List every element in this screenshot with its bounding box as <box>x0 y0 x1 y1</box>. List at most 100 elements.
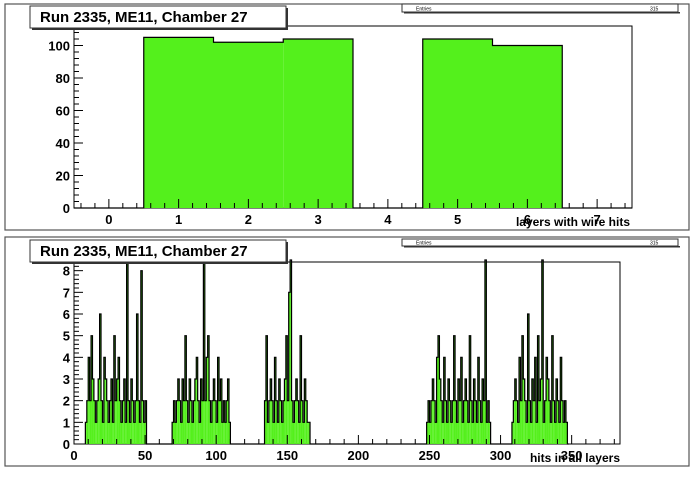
bar-2-272 <box>472 422 474 444</box>
bar-2-26 <box>122 400 124 444</box>
bar-2-333 <box>558 422 561 444</box>
bar-2-0 <box>85 422 87 444</box>
bar-2-101 <box>228 422 231 444</box>
bar-2-128 <box>267 422 269 444</box>
bar-2-22 <box>116 379 119 444</box>
panel-1-title-box: Run 2335, ME11, Chamber 27 <box>29 5 288 30</box>
y-tick-label-2-8: 8 <box>63 264 70 279</box>
bar-2-149 <box>297 400 299 444</box>
bar-2-66 <box>179 400 181 444</box>
panel-2: 0 1 2 3 4 5 6 7 8 0 50 100 150 200 250 300 350 <box>63 259 621 463</box>
bar-2-82 <box>201 400 204 444</box>
bar-2-321 <box>541 262 544 444</box>
bar-2-20 <box>113 335 116 444</box>
bar-2-18 <box>110 379 113 444</box>
bar-2-4 <box>91 335 93 444</box>
bar-2-312 <box>529 400 531 444</box>
bar-2-277 <box>479 400 481 444</box>
bar-2-28 <box>125 422 127 444</box>
bar-2-337 <box>564 400 566 444</box>
bar-2-27 <box>123 379 126 444</box>
bar-2-13 <box>103 357 106 444</box>
x-tick-label-2-5: 250 <box>419 448 441 463</box>
bar-2-328 <box>551 335 554 444</box>
bar-2-88 <box>210 422 212 444</box>
bar-2-244 <box>432 379 434 444</box>
bar-2-154 <box>304 379 306 444</box>
bar-2-83 <box>203 262 205 444</box>
bar-2-19 <box>112 422 114 444</box>
bar-2-80 <box>199 422 201 444</box>
bar-2-241 <box>428 400 430 444</box>
bar-2-315 <box>533 400 535 444</box>
bar-2-7 <box>95 422 97 444</box>
bar-2-71 <box>186 400 188 444</box>
bar-2-127 <box>265 335 268 444</box>
y-tick-label-1-4: 80 <box>56 71 70 86</box>
bar-2-324 <box>546 357 548 444</box>
bar-2-157 <box>308 422 311 444</box>
bar-2-242 <box>429 422 431 444</box>
bar-2-257 <box>450 422 453 444</box>
y-tick-label-1-0: 0 <box>63 201 70 216</box>
bar-2-32 <box>130 379 133 444</box>
bar-2-21 <box>115 400 117 444</box>
bar-2-271 <box>470 400 473 444</box>
bar-2-330 <box>554 422 557 444</box>
bar-2-41 <box>143 422 146 444</box>
bar-2-322 <box>543 422 545 444</box>
bar-2-146 <box>292 422 295 444</box>
bar-2-308 <box>523 379 525 444</box>
x-tick-label-1-0: 0 <box>105 212 112 227</box>
panel-1-stats-right: 315 <box>650 7 659 13</box>
panel-2-stats-right: 315 <box>650 241 659 247</box>
bar-2-253 <box>445 400 447 444</box>
bar-2-81 <box>200 379 202 444</box>
bar-2-93 <box>217 357 220 444</box>
bar-2-72 <box>187 422 190 444</box>
bar-1-3 <box>283 39 353 208</box>
panel-2-title: Run 2335, ME11, Chamber 27 <box>40 243 248 260</box>
bar-2-249 <box>439 379 441 444</box>
bar-2-338 <box>565 422 568 444</box>
bar-2-156 <box>307 422 309 444</box>
bar-2-76 <box>193 400 195 444</box>
bar-2-150 <box>298 422 301 444</box>
bar-2-40 <box>142 400 144 444</box>
bar-2-38 <box>139 422 141 444</box>
bar-2-9 <box>98 379 100 444</box>
panel-1-stats-left: Entries <box>416 7 432 13</box>
bar-2-140 <box>284 379 286 444</box>
bar-2-317 <box>536 422 538 444</box>
bar-2-245 <box>433 400 436 444</box>
y-tick-label-2-6: 6 <box>63 307 70 322</box>
bar-2-96 <box>221 422 224 444</box>
bar-2-14 <box>105 379 107 444</box>
panel-2-stats-box: Entries 315 <box>401 238 680 248</box>
bar-2-33 <box>132 400 134 444</box>
y-tick-label-2-0: 0 <box>63 437 70 452</box>
x-tick-label-2-0: 0 <box>70 448 77 463</box>
panel-2-stats-left: Entries <box>416 241 432 247</box>
y-tick-label-2-1: 1 <box>63 415 70 430</box>
y-tick-label-2-7: 7 <box>63 285 70 300</box>
bar-2-37 <box>137 400 140 444</box>
bar-2-148 <box>295 379 298 444</box>
bar-2-138 <box>281 422 284 444</box>
bar-2-267 <box>465 379 467 444</box>
bar-2-305 <box>519 357 521 444</box>
bar-2-275 <box>476 422 478 444</box>
bar-2-265 <box>462 422 464 444</box>
bar-2-137 <box>280 400 282 444</box>
histogram-outline-1 <box>74 36 632 209</box>
bar-2-326 <box>548 400 551 444</box>
y-tick-label-2-3: 3 <box>63 372 70 387</box>
panel-1-xlabel: layers with wire hits <box>516 215 630 229</box>
bar-2-15 <box>106 400 109 444</box>
bar-2-10 <box>99 314 102 444</box>
bar-2-269 <box>467 422 470 444</box>
bar-2-131 <box>271 400 274 444</box>
bar-2-336 <box>563 422 565 444</box>
panel-1-stats-box: Entries 315 <box>401 3 680 14</box>
